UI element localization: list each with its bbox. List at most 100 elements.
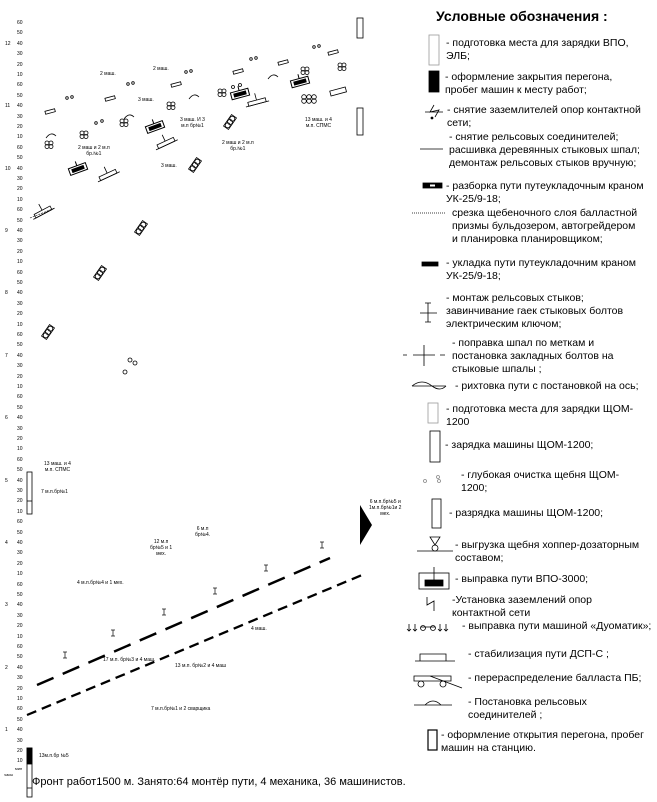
annotation: 2 маш. [100,71,116,77]
minute-tick-label: 30 [17,176,23,182]
vpo-charge-rect [26,471,33,515]
hour-tick-label: 5 [5,477,8,484]
summary-footer: Фронт работ1500 м. Занято:64 монтёр пути… [32,776,406,788]
legend-title: Условные обозначения : [436,8,608,24]
minute-tick-label: 50 [17,467,23,474]
minute-tick-label: 50 [17,155,23,162]
minute-tick-label: 50 [17,30,23,37]
hour-tick-label: 9 [5,228,8,234]
minute-tick-label: 40 [17,352,23,359]
minute-tick-label: 40 [17,40,23,47]
minute-tick-label: 50 [17,654,23,661]
minute-tick-label: 40 [17,727,23,734]
legend-item: - подготовка места для зарядки ЩОМ- 1200 [446,403,634,428]
hour-tick-label: 7 [5,352,8,359]
minute-tick-label: 30 [17,51,23,58]
minute-tick-label: 40 [17,602,23,609]
hour-tick-label: 10 [5,165,11,172]
minute-tick-label: 10 [17,696,23,702]
minute-tick-label: 10 [17,134,23,141]
legend-item: - выправка пути ВПО-3000; [455,573,589,585]
minute-tick-label: 60 [17,706,23,713]
annotation: 7 м.п.бр№1 и 2 сварщика [151,706,211,712]
minute-tick-label: 10 [17,72,23,78]
time-axis: 60 50 40 12 30 20 10 60 50 40 11 30 20 10 60 50 40 10 30 20… [0,0,30,802]
hour-tick-label: 1 [5,727,8,734]
minute-tick-label: 40 [17,415,23,422]
legend-item: - зарядка машины ЩОМ-1200; [445,439,594,451]
dashed-cut-line [29,207,56,219]
minute-tick-label: 60 [17,581,23,588]
minute-tick-label: 30 [17,675,23,682]
annotation: 2 маш. [153,66,169,72]
minute-tick-label: 40 [17,228,23,234]
legend-item: - глубокая очистка щебня ЩОМ- 1200; [461,469,620,494]
minute-tick-label: 60 [17,456,23,463]
minute-tick-label: 30 [17,238,23,245]
legend-item: - укладка пути путеукладочним краном УК-… [446,257,636,282]
minute-tick-label: 30 [17,737,23,744]
vpo-prep-marks [44,49,347,115]
annotation: 13 м.п. бр№2 и 4 маш [175,663,227,669]
minute-tick-label: 30 [17,612,23,619]
legend-item: - выправка пути машиной «Дуоматик»; [462,620,652,632]
minute-tick-label: 20 [17,373,23,380]
minute-tick-label: 40 [17,540,23,546]
minute-tick-label: 20 [17,436,23,442]
legend-item: - выгрузка щебня хоппер-дозаторным соста… [455,539,640,564]
minute-tick-label: 50 [17,342,23,349]
annotation: 13м.п.бр №5 [39,753,69,759]
hour-tick-label: 6 [5,415,8,422]
minute-tick-label: 10 [17,259,23,266]
legend-item: - снятие заземлителей опор контактной се… [447,104,641,129]
curved-arrows [45,74,279,139]
minute-tick-label: 10 [17,508,23,515]
minute-tick-label: 60 [17,207,23,214]
minute-tick-label: 30 [17,300,23,307]
hour-tick-label: 12 [5,40,11,47]
minute-tick-label: 20 [17,498,23,505]
minutes-unit-label: мин [15,766,23,771]
minute-tick-label: 40 [17,103,23,110]
minute-tick-label: 20 [17,124,23,130]
legend-icons [403,34,463,751]
annotation: 3 маш. И 3 м.п бр№1 [180,117,205,129]
minute-tick-label: 30 [17,550,23,557]
hour-tick-label: 8 [5,290,8,297]
legend-item: - монтаж рельсовых стыков; завинчивание … [446,292,624,330]
annotation: 3 маш. [138,97,154,103]
annotation: 12 м.п бр№5 и 1 мех. [150,539,173,557]
legend-item: - оформление закрытия перегона, пробег м… [445,71,613,96]
minute-tick-label: 10 [17,196,23,203]
minute-tick-label: 60 [17,82,23,89]
track-laying-blocks [67,74,311,177]
minute-tick-label: 20 [17,311,23,318]
hours-unit-label: часы [4,772,14,777]
clusters [44,62,347,149]
minute-tick-label: 30 [17,363,23,370]
minute-tick-label: 60 [17,144,23,151]
annotation: 4 маш. [251,626,267,632]
track-laying-line [36,556,331,687]
legend-item: - поправка шпал по меткам и постановка з… [452,337,614,375]
minute-tick-label: 50 [17,92,23,99]
minute-tick-label: 20 [17,623,23,630]
minute-tick-label: 20 [17,248,23,255]
minute-tick-label: 50 [17,280,23,286]
minute-tick-label: 30 [17,113,23,120]
joint-marks [63,541,324,659]
annotation: 4 м.п.бр№4 и 1 мех. [77,580,124,586]
annotation: 3 маш. [161,163,177,169]
hour-tick-label: 4 [5,540,8,546]
hour-tick-label: 11 [5,103,11,110]
minute-tick-label: 60 [17,20,23,26]
legend-item: срезка щебеночного слоя балластной призм… [452,207,638,245]
annotation: 2 маш и 2 м.п бр.№1 [78,145,110,157]
annotation: 13 маш. и 4 м.п. СПМС [44,461,71,473]
minute-tick-label: 50 [17,404,23,411]
minute-tick-label: 50 [17,716,23,723]
rail-units [33,93,270,220]
minute-tick-label: 10 [17,384,23,390]
legend-item: - разрядка машины ЩОМ-1200; [449,507,604,519]
